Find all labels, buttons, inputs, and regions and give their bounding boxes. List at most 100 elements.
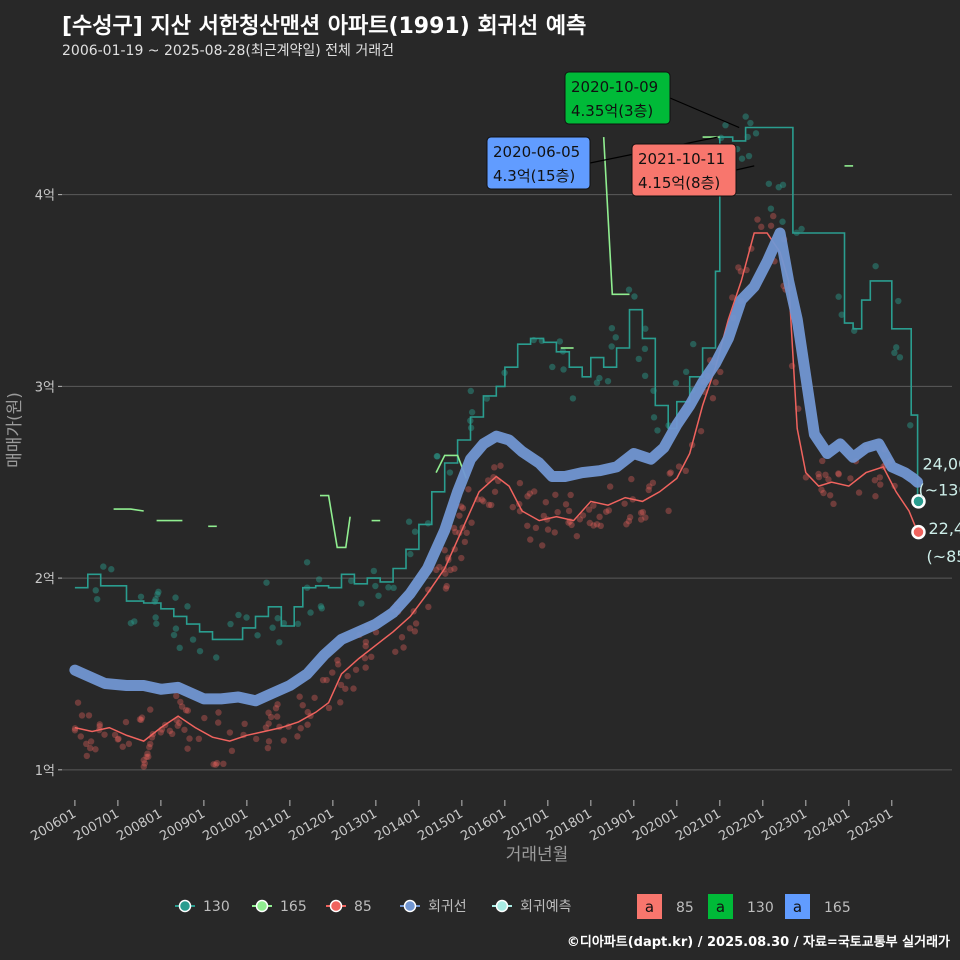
scatter-point xyxy=(737,268,744,275)
scatter-point xyxy=(127,619,135,627)
scatter-point xyxy=(819,457,826,465)
scatter-point xyxy=(752,130,760,137)
scatter-point xyxy=(152,595,159,603)
scatter-point xyxy=(551,529,558,536)
scatter-point xyxy=(214,719,222,726)
scatter-point xyxy=(362,638,370,646)
scatter-point xyxy=(556,338,564,345)
scatter-point xyxy=(361,654,369,662)
scatter-point xyxy=(385,584,392,591)
scatter-point xyxy=(605,507,613,514)
y-tick-label: 3억 xyxy=(35,380,55,395)
scatter-point xyxy=(576,516,584,523)
callout-box xyxy=(631,143,737,197)
scatter-point xyxy=(155,588,162,596)
scatter-point xyxy=(542,498,550,506)
scatter-point xyxy=(822,471,829,479)
scatter-point xyxy=(265,709,272,716)
forecast-area-label: (~85㎡) xyxy=(926,547,960,566)
scatter-point xyxy=(392,648,399,655)
scatter-point xyxy=(390,584,397,592)
scatter-point xyxy=(458,503,465,510)
scatter-point xyxy=(596,513,603,521)
gridlines xyxy=(62,194,952,771)
scatter-point xyxy=(452,528,459,536)
scatter-point xyxy=(170,631,178,639)
x-tick-label: 202201 xyxy=(716,806,766,844)
scatter-point xyxy=(637,509,645,517)
legend-point-key xyxy=(329,899,343,913)
scatter-point xyxy=(666,470,673,477)
y-tick-label: 2억 xyxy=(35,572,55,587)
scatter-point xyxy=(468,409,476,416)
callout-box xyxy=(564,71,671,125)
scatter-point xyxy=(119,743,126,750)
scatter-point xyxy=(176,719,183,727)
legend-label-glyph: a xyxy=(716,898,725,916)
scatter-point xyxy=(153,620,160,627)
scatter-point xyxy=(178,703,186,710)
scatter-point xyxy=(77,733,85,740)
scatter-point xyxy=(665,507,672,515)
scatter-point xyxy=(838,311,845,318)
legend-label-glyph: a xyxy=(793,898,802,916)
scatter-point xyxy=(459,504,467,512)
scatter-point xyxy=(872,262,879,270)
scatter-point xyxy=(337,699,344,706)
scatter-point xyxy=(166,727,174,735)
scatter-point xyxy=(682,368,690,376)
scatter-point xyxy=(297,724,304,732)
scatter-point xyxy=(637,516,645,523)
scatter-point xyxy=(604,377,612,385)
scatter-point xyxy=(358,600,365,607)
scatter-point xyxy=(195,735,203,743)
scatter-point xyxy=(461,538,469,546)
x-tick-label: 200901 xyxy=(157,806,207,844)
scatter-point xyxy=(144,750,151,757)
scatter-point xyxy=(447,566,454,574)
scatter-point xyxy=(196,647,204,655)
scatter-point xyxy=(667,469,674,476)
scatter-point xyxy=(628,475,635,483)
scatter-point xyxy=(307,609,314,616)
scatter-point xyxy=(137,593,145,600)
x-tick-label: 200801 xyxy=(114,806,164,844)
scatter-point xyxy=(325,704,333,712)
x-tick-label: 201201 xyxy=(286,806,336,844)
scatter-point xyxy=(712,379,719,386)
scatter-point xyxy=(623,521,630,528)
scatter-point xyxy=(189,636,197,643)
scatter-point xyxy=(368,653,375,661)
scatter-point xyxy=(562,501,570,508)
scatter-point xyxy=(442,585,450,592)
scatter-point xyxy=(101,731,108,738)
scatter-point xyxy=(441,547,448,554)
scatter-point xyxy=(690,340,697,348)
chart-title: [수성구] 지산 서한청산맨션 아파트(1991) 회귀선 예측 xyxy=(62,14,587,39)
scatter-point xyxy=(323,676,330,684)
callout-box xyxy=(486,136,591,190)
scatter-point xyxy=(729,294,736,301)
scatter-point xyxy=(265,738,273,745)
scatter-point xyxy=(458,554,465,562)
scatter-point xyxy=(567,491,574,499)
callout-value: 4.3억(15층) xyxy=(493,167,575,185)
x-tick-label: 201901 xyxy=(587,806,637,844)
scatter-point xyxy=(697,427,705,435)
scatter-point xyxy=(488,501,495,509)
scatter-point xyxy=(93,595,101,603)
scatter-point xyxy=(319,676,327,684)
scatter-point xyxy=(254,632,261,639)
scatter-point xyxy=(654,427,661,434)
scatter-point xyxy=(265,720,272,727)
scatter-point xyxy=(775,183,782,191)
scatter-point xyxy=(433,566,440,574)
scatter-point xyxy=(597,522,604,530)
scatter-point xyxy=(145,753,152,760)
scatter-point xyxy=(411,528,419,535)
scatter-point xyxy=(767,222,775,229)
scatter-point xyxy=(181,726,188,733)
x-tick-label: 201401 xyxy=(372,806,422,844)
scatter-point xyxy=(549,363,556,371)
callout-date: 2021-10-11 xyxy=(638,150,725,168)
